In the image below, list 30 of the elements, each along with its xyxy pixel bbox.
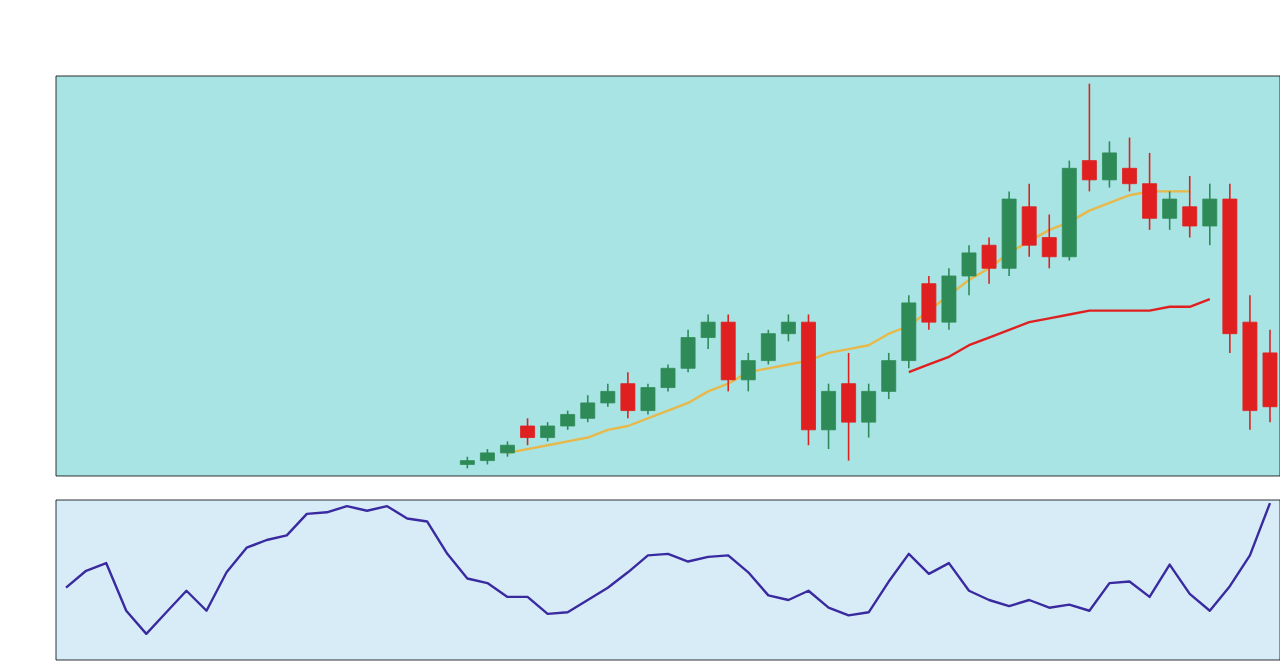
candlestick (821, 382, 836, 450)
candlestick (620, 371, 636, 420)
candlestick (961, 244, 977, 297)
candlestick (1021, 182, 1037, 258)
candlestick (640, 382, 656, 416)
candlestick (740, 352, 756, 393)
candlestick (881, 352, 897, 400)
candlestick (1041, 213, 1057, 270)
candlestick (861, 382, 877, 439)
candlestick (540, 421, 556, 443)
candlestick (560, 409, 576, 431)
candlestick (600, 382, 616, 408)
candlestick (1162, 190, 1178, 231)
candlestick (1202, 182, 1218, 247)
candlestick (1142, 152, 1158, 231)
candlestick (520, 417, 535, 447)
candlestick (1081, 82, 1097, 193)
candlestick (1122, 136, 1137, 193)
candlestick (1182, 175, 1198, 239)
candlestick (921, 275, 937, 331)
candlestick (660, 363, 676, 393)
candlestick (700, 313, 716, 350)
candlestick (1102, 140, 1117, 189)
candlestick (680, 329, 696, 373)
candlestick (580, 394, 596, 423)
candlestick (981, 236, 997, 285)
candlestick (760, 329, 776, 366)
candlestick (841, 352, 857, 462)
candlestick (780, 313, 796, 343)
candlestick (941, 267, 957, 331)
